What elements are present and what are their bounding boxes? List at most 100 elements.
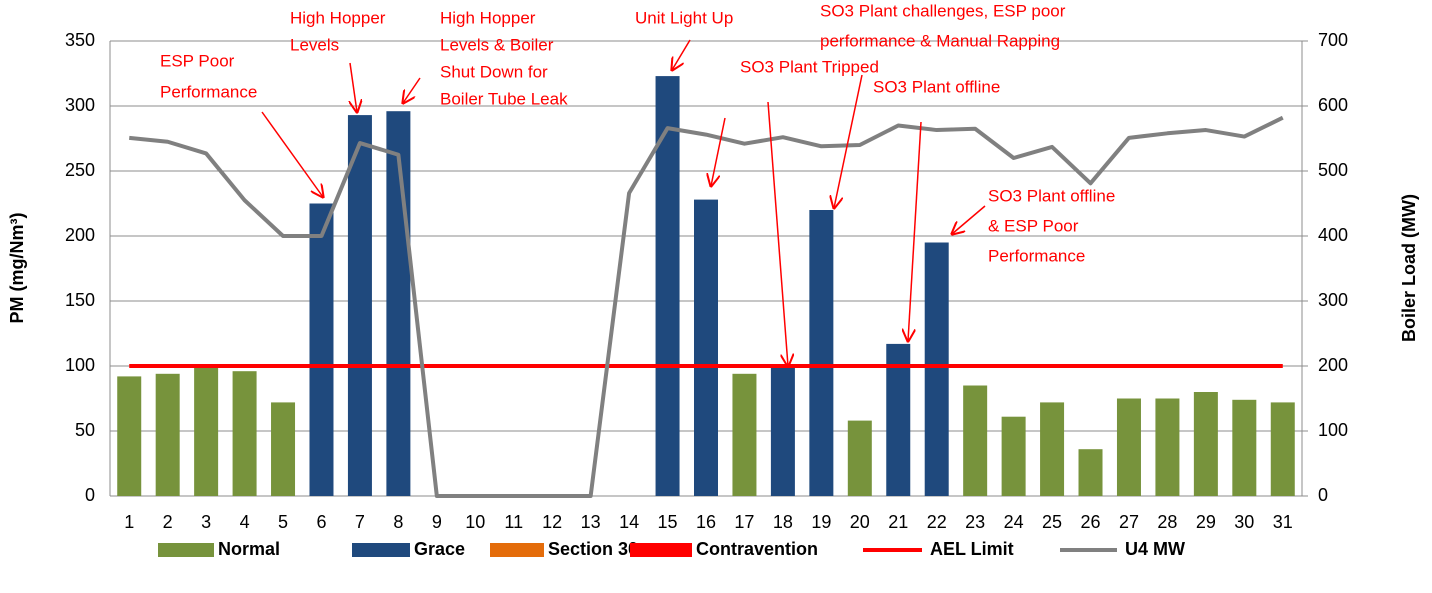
- x-tick-label: 30: [1234, 512, 1254, 532]
- legend-label: AEL Limit: [930, 539, 1014, 559]
- x-tick-label: 26: [1081, 512, 1101, 532]
- bar: [117, 376, 142, 496]
- y-tick-label: 200: [65, 225, 95, 245]
- x-tick-label: 25: [1042, 512, 1062, 532]
- x-tick-label: 7: [355, 512, 365, 532]
- bar: [770, 364, 795, 496]
- annotation: Shut Down for: [440, 62, 548, 81]
- bar: [1040, 402, 1065, 496]
- x-tick-label: 21: [888, 512, 908, 532]
- annotation: & ESP Poor: [988, 216, 1079, 235]
- y-axis-label: PM (mg/Nm³): [7, 213, 27, 324]
- x-tick-label: 8: [393, 512, 403, 532]
- x-tick-label: 24: [1004, 512, 1024, 532]
- annotation-arrow: [834, 74, 863, 208]
- x-tick-label: 31: [1273, 512, 1293, 532]
- y-tick-label: 50: [75, 420, 95, 440]
- x-tick-label: 1: [124, 512, 134, 532]
- legend-label: Grace: [414, 539, 465, 559]
- annotation: Performance: [988, 246, 1085, 265]
- annotation: Levels: [290, 35, 339, 54]
- bar: [732, 373, 757, 496]
- x-tick-label: 22: [927, 512, 947, 532]
- x-tick-label: 13: [581, 512, 601, 532]
- y2-axis-label: Boiler Load (MW): [1399, 194, 1419, 342]
- x-tick-label: 14: [619, 512, 639, 532]
- legend-swatch: [490, 543, 544, 557]
- annotation-arrow: [672, 39, 691, 70]
- bar: [232, 371, 257, 496]
- bar: [1001, 416, 1026, 496]
- x-tick-label: 27: [1119, 512, 1139, 532]
- x-tick-label: 15: [658, 512, 678, 532]
- annotation: SO3 Plant offline: [988, 186, 1115, 205]
- y2-tick-label: 500: [1318, 160, 1348, 180]
- legend-swatch: [352, 543, 410, 557]
- y2-tick-label: 100: [1318, 420, 1348, 440]
- x-tick-label: 16: [696, 512, 716, 532]
- x-tick-label: 4: [240, 512, 250, 532]
- bar: [809, 210, 834, 496]
- annotation: SO3 Plant Tripped: [740, 57, 879, 76]
- annotation: High Hopper: [290, 8, 386, 27]
- y-tick-label: 250: [65, 160, 95, 180]
- x-tick-label: 29: [1196, 512, 1216, 532]
- bar: [694, 199, 718, 496]
- y2-tick-label: 300: [1318, 290, 1348, 310]
- x-tick-label: 17: [734, 512, 754, 532]
- y2-tick-label: 200: [1318, 355, 1348, 375]
- bar: [194, 366, 219, 496]
- x-tick-label: 12: [542, 512, 562, 532]
- y2-tick-label: 0: [1318, 485, 1328, 505]
- annotation-arrow: [261, 111, 323, 197]
- annotation-arrow: [350, 62, 357, 112]
- x-tick-label: 5: [278, 512, 288, 532]
- x-tick-label: 20: [850, 512, 870, 532]
- y2-tick-label: 600: [1318, 95, 1348, 115]
- annotation: Levels & Boiler: [440, 35, 554, 54]
- annotation: Unit Light Up: [635, 8, 733, 27]
- x-tick-label: 9: [432, 512, 442, 532]
- annotation: High Hopper: [440, 8, 536, 27]
- x-tick-label: 19: [811, 512, 831, 532]
- x-tick-label: 6: [316, 512, 326, 532]
- legend-label: Normal: [218, 539, 280, 559]
- x-tick-label: 10: [465, 512, 485, 532]
- x-tick-label: 3: [201, 512, 211, 532]
- bar: [271, 402, 296, 496]
- annotation-arrow: [908, 121, 922, 341]
- annotation-arrow: [711, 117, 726, 186]
- y2-tick-label: 700: [1318, 30, 1348, 50]
- bar: [1193, 392, 1218, 496]
- bar: [1270, 402, 1295, 496]
- bar: [155, 373, 180, 496]
- bar: [655, 76, 680, 496]
- bar: [386, 111, 411, 496]
- bar: [1155, 398, 1180, 496]
- x-tick-label: 18: [773, 512, 793, 532]
- x-tick-label: 28: [1157, 512, 1177, 532]
- y2-tick-label: 400: [1318, 225, 1348, 245]
- bar: [847, 420, 872, 496]
- legend-label: Contravention: [696, 539, 818, 559]
- y-tick-label: 0: [85, 485, 95, 505]
- y-tick-label: 100: [65, 355, 95, 375]
- legend-swatch: [630, 543, 692, 557]
- bar: [1232, 399, 1257, 496]
- annotation-arrow: [403, 77, 421, 103]
- y-tick-label: 150: [65, 290, 95, 310]
- line-series: [129, 115, 1284, 498]
- x-tick-label: 23: [965, 512, 985, 532]
- bar: [347, 115, 372, 496]
- bar: [924, 242, 949, 496]
- y-tick-label: 300: [65, 95, 95, 115]
- bar: [1116, 398, 1141, 496]
- bar: [1078, 449, 1103, 496]
- annotation: SO3 Plant challenges, ESP poor: [820, 1, 1066, 20]
- annotation: SO3 Plant offline: [873, 77, 1000, 96]
- bar: [963, 385, 988, 496]
- x-tick-label: 11: [504, 512, 523, 532]
- y-tick-label: 350: [65, 30, 95, 50]
